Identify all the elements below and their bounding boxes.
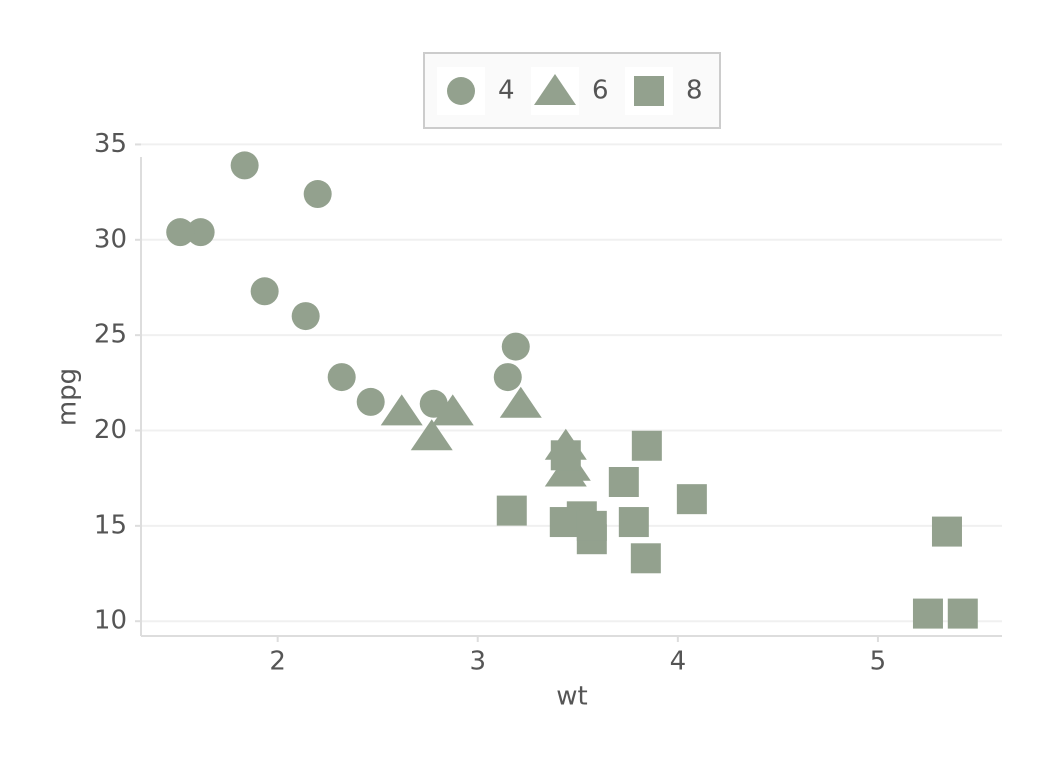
legend-label: 6 [592,76,609,106]
point [327,363,356,392]
x-tick-label: 4 [670,647,687,677]
legend-label: 8 [686,76,703,106]
x-axis-title: wt [556,682,587,712]
point [947,598,978,629]
legend-label: 4 [498,76,515,106]
y-tick-label: 30 [94,224,127,254]
legend-marker [634,76,664,106]
point [631,430,662,461]
point [544,455,587,487]
x-tick-label: 2 [269,647,286,677]
y-tick-label: 15 [94,510,127,540]
y-tick-label: 35 [94,129,127,159]
point [550,440,581,471]
point [618,507,649,538]
point [499,386,542,418]
point [912,598,943,629]
point [166,218,195,247]
point [291,302,320,331]
point [676,484,707,515]
point [186,218,215,247]
point [501,332,530,361]
point [303,180,332,209]
point [496,495,527,526]
point [356,387,385,416]
x-tick-label: 5 [870,647,887,677]
point [493,363,522,392]
point [630,543,661,574]
y-axis-title: mpg [53,368,83,426]
point [230,151,259,180]
point [931,516,962,547]
point [549,507,580,538]
point [410,419,453,451]
point [419,389,448,418]
legend-marker [447,77,475,105]
y-tick-label: 10 [94,606,127,636]
y-tick-label: 20 [94,415,127,445]
legend-marker [534,74,576,105]
point [250,277,279,306]
point [608,466,639,497]
y-tick-label: 25 [94,320,127,350]
point [576,510,607,541]
point [380,394,423,426]
x-tick-label: 3 [469,647,486,677]
point [431,394,474,426]
